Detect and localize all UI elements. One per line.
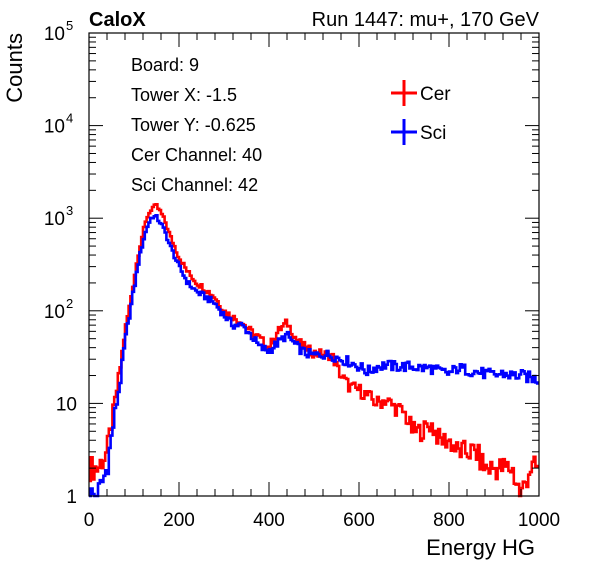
y-tick-label-exponent: 5 <box>66 18 73 33</box>
x-axis-label: Energy HG <box>426 535 535 560</box>
y-axis-label: Counts <box>2 33 27 103</box>
y-tick-label: 1 <box>66 487 77 508</box>
x-tick-label: 1000 <box>518 510 560 531</box>
info-box: Board: 9 Tower X: -1.5 Tower Y: -0.625 Cer … <box>131 55 262 195</box>
x-tick-label: 600 <box>343 510 375 531</box>
info-line: Board: 9 <box>131 55 199 75</box>
x-tick-label: 200 <box>163 510 195 531</box>
info-line: Cer Channel: 40 <box>131 145 262 165</box>
y-tick-label-exponent: 2 <box>66 296 73 311</box>
series-layer <box>89 203 539 498</box>
y-tick-label-base: 10 <box>44 117 65 138</box>
info-line: Sci Channel: 42 <box>131 175 258 195</box>
info-line: Tower X: -1.5 <box>131 85 237 105</box>
legend-label: Sci <box>420 123 446 144</box>
plot-frame <box>88 32 540 497</box>
x-tick-label: 800 <box>433 510 465 531</box>
y-tick-label-base: 10 <box>44 302 65 323</box>
y-tick-label: 10 <box>56 394 77 415</box>
header-right-title: Run 1447: mu+, 170 GeV <box>312 9 540 31</box>
x-tick-label: 400 <box>253 510 285 531</box>
info-line: Tower Y: -0.625 <box>131 115 256 135</box>
legend-entry-cer: Cer <box>391 80 451 106</box>
y-tick-label-base: 10 <box>44 209 65 230</box>
legend-label: Cer <box>420 84 451 105</box>
legend: Cer Sci <box>391 80 451 145</box>
header-left-title: CaloX <box>89 9 146 31</box>
x-axis: 0 200 400 600 800 1000 <box>84 33 560 531</box>
x-tick-label: 0 <box>84 510 95 531</box>
legend-entry-sci: Sci <box>391 119 446 145</box>
y-tick-label-base: 10 <box>44 24 65 45</box>
y-tick-label-exponent: 4 <box>66 111 73 126</box>
y-tick-label-exponent: 3 <box>66 203 73 218</box>
series-line-sci <box>89 214 539 498</box>
